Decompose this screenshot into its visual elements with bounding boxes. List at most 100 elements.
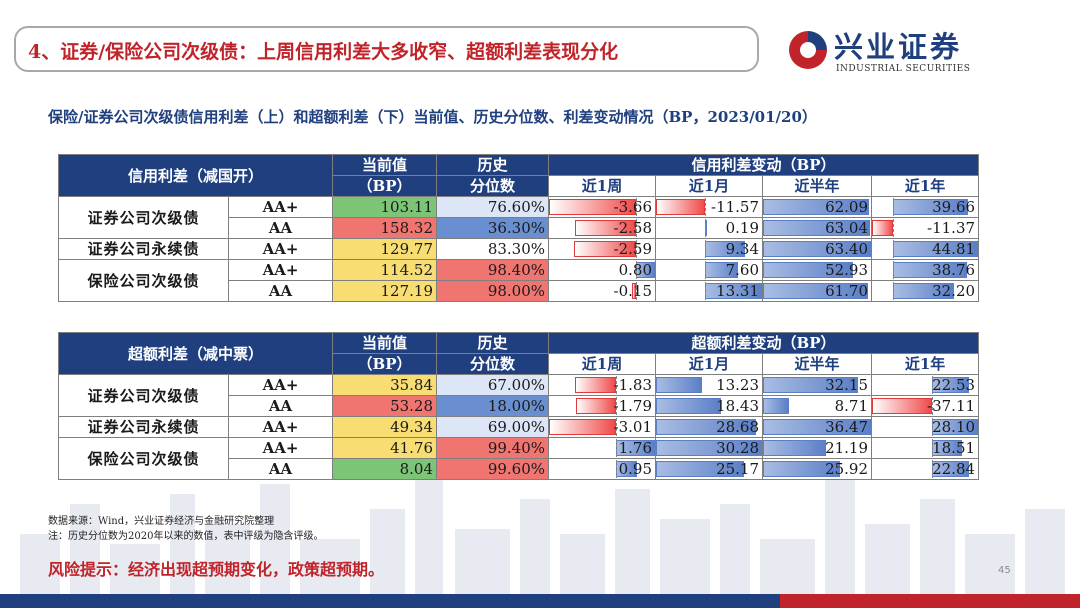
- change-value: 62.09: [825, 198, 869, 216]
- change-value: 32.20: [932, 282, 976, 300]
- change-value: -0.15: [613, 282, 653, 300]
- zero-axis-line: [893, 261, 895, 279]
- change-value: -3.66: [613, 198, 653, 216]
- rating-cell: AA+: [227, 238, 334, 260]
- spread-change-cell: 52.93: [762, 259, 873, 281]
- table-row: AA 127.19 98.00% -0.15 13.31 61.70 32.20: [59, 280, 980, 302]
- spread-change-cell: -3.01: [548, 416, 657, 438]
- table-row: 保险公司次级债 AA+ 114.52 98.40% 0.80 7.60 52.93 38.76: [58, 259, 980, 302]
- change-value: 21.19: [825, 439, 869, 457]
- change-value: 30.28: [716, 439, 760, 457]
- change-value: 18.43: [716, 397, 760, 415]
- table-row: AA 158.32 36.30% -2.58 0.19 63.04 -11.37: [59, 217, 980, 239]
- data-bar: [763, 199, 869, 215]
- data-bar: [763, 377, 859, 393]
- change-value: 63.40: [825, 240, 869, 258]
- data-bar: [872, 220, 894, 236]
- change-value: -2.58: [613, 219, 653, 237]
- change-value: 63.04: [825, 219, 869, 237]
- percentile-cell: 99.60%: [436, 458, 550, 480]
- current-value-cell: 53.28: [332, 395, 438, 417]
- spread-change-cell: 32.15: [762, 374, 873, 396]
- period-header: 近1年: [871, 175, 980, 197]
- notes: 数据来源：Wind，兴业证券经济与金融研究院整理 注：历史分位数为2020年以来…: [48, 514, 323, 544]
- change-value: -1.83: [613, 376, 653, 394]
- rating-cell: AA+: [227, 416, 334, 438]
- table-caption: 保险/证券公司次级债信用利差（上）和超额利差（下）当前值、历史分位数、利差变动情…: [48, 108, 817, 126]
- spread-change-cell: 22.53: [871, 374, 980, 396]
- spread-change-cell: -1.79: [548, 395, 657, 417]
- data-bar: [763, 461, 840, 477]
- change-value: 25.17: [716, 460, 760, 478]
- data-bar: [763, 398, 789, 414]
- spread-change-cell: 63.40: [762, 238, 873, 260]
- percentile-cell: 98.00%: [436, 280, 550, 302]
- table-row: AA 53.28 18.00% -1.79 18.43 8.71 -37.11: [59, 395, 980, 417]
- bond-type-label: 保险公司次级债: [58, 437, 229, 480]
- percentile-cell: 98.40%: [436, 259, 550, 281]
- change-value: -3.01: [613, 418, 653, 436]
- period-header: 近1年: [871, 353, 980, 375]
- data-bar: [763, 440, 826, 456]
- spread-change-cell: 0.80: [548, 259, 657, 281]
- spread-change-cell: 25.17: [655, 458, 764, 480]
- slide-title: 4、证券/保险公司次级债：上周信用利差大多收窄、超额利差表现分化: [28, 41, 619, 63]
- spread-change-cell: 36.47: [762, 416, 873, 438]
- zero-axis-line: [615, 397, 617, 415]
- table-row: 证券公司次级债 AA+ 103.11 76.60% -3.66 -11.57 62.09 39…: [58, 196, 980, 239]
- table-row: 证券公司永续债 AA+ 49.34 69.00% -3.01 28.68 36.47 28.1…: [58, 416, 980, 438]
- data-bar: [656, 461, 745, 477]
- current-value-unit-header: （BP）: [332, 353, 438, 375]
- logo-english-name: INDUSTRIAL SECURITIES: [836, 64, 971, 74]
- bottom-bar-blue: [0, 594, 780, 608]
- zero-axis-line: [705, 219, 707, 237]
- data-bar: [763, 419, 872, 435]
- spread-change-cell: 39.66: [871, 196, 980, 218]
- spread-change-cell: 32.20: [871, 280, 980, 302]
- rating-cell: AA+: [227, 437, 334, 459]
- spread-change-cell: 28.68: [655, 416, 764, 438]
- change-value: 44.81: [932, 240, 976, 258]
- table-header-label: 信用利差（减国开）: [57, 154, 334, 197]
- spread-change-cell: -11.37: [871, 217, 980, 239]
- period-header: 近1周: [548, 175, 657, 197]
- change-value: 39.66: [932, 198, 976, 216]
- period-header: 近半年: [762, 175, 873, 197]
- rating-cell: AA+: [227, 259, 334, 281]
- data-bar: [763, 241, 872, 257]
- rating-cell: AA: [227, 458, 334, 480]
- history-header: 历史: [436, 332, 550, 354]
- spread-change-cell: 30.28: [655, 437, 764, 459]
- data-source-note: 数据来源：Wind，兴业证券经济与金融研究院整理: [48, 516, 275, 527]
- spread-change-cell: 13.31: [655, 280, 764, 302]
- current-value-unit-header: （BP）: [332, 175, 438, 197]
- change-value: -11.57: [711, 198, 760, 216]
- zero-axis-line: [615, 460, 617, 478]
- spread-change-cell: -0.15: [548, 280, 657, 302]
- current-value-cell: 49.34: [332, 416, 438, 438]
- change-value: 13.23: [716, 376, 760, 394]
- spread-change-cell: 61.70: [762, 280, 873, 302]
- change-value: 7.60: [725, 261, 760, 279]
- bond-type-label: 证券公司次级债: [58, 196, 229, 239]
- data-bar: [549, 419, 616, 435]
- rating-cell: AA+: [227, 374, 334, 396]
- rating-cell: AA+: [227, 196, 334, 218]
- spread-change-cell: 28.10: [871, 416, 980, 438]
- data-bar: [656, 398, 721, 414]
- bond-type-label: 证券公司次级债: [58, 374, 229, 417]
- change-value: 0.19: [725, 219, 760, 237]
- spread-change-cell: 18.43: [655, 395, 764, 417]
- spread-change-header: 信用利差变动（BP）: [548, 154, 980, 176]
- change-value: 0.80: [618, 261, 653, 279]
- data-bar: [656, 377, 703, 393]
- bond-type-label: 证券公司永续债: [58, 238, 229, 260]
- data-bar: [549, 199, 636, 215]
- current-value-cell: 129.77: [332, 238, 438, 260]
- percentile-cell: 99.40%: [436, 437, 550, 459]
- current-value-cell: 158.32: [332, 217, 438, 239]
- percentile-cell: 18.00%: [436, 395, 550, 417]
- data-bar: [576, 398, 616, 414]
- table-row: AA 8.04 99.60% 0.95 25.17 25.92 22.84: [59, 458, 980, 480]
- change-value: -1.79: [613, 397, 653, 415]
